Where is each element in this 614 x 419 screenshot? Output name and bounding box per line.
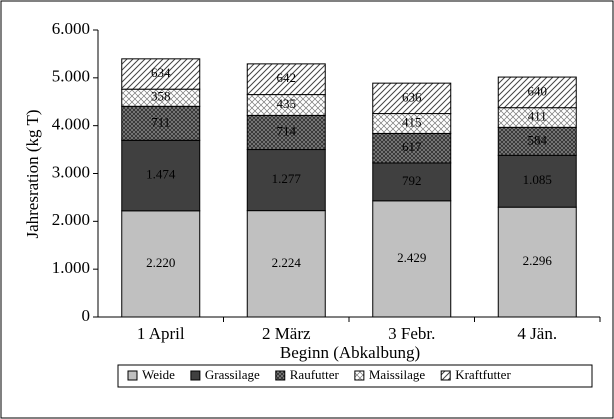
legend-swatch bbox=[127, 370, 138, 381]
x-tick-label: 1 April bbox=[137, 324, 185, 343]
y-tick-label: 5.000 bbox=[52, 67, 90, 86]
legend-swatch bbox=[354, 370, 365, 381]
data-label: 435 bbox=[277, 96, 297, 111]
bar-segment bbox=[246, 210, 326, 318]
legend-swatch bbox=[275, 370, 286, 381]
bar-segment bbox=[497, 154, 577, 208]
bar-segment bbox=[497, 126, 577, 156]
legend-label: Grassilage bbox=[205, 367, 260, 382]
bar-segment bbox=[121, 139, 201, 212]
bar-segment bbox=[121, 105, 201, 141]
data-label: 642 bbox=[277, 70, 297, 85]
y-tick-label: 0 bbox=[82, 306, 91, 325]
y-tick-label: 1.000 bbox=[52, 258, 90, 277]
data-label: 358 bbox=[151, 89, 171, 104]
data-label: 1.277 bbox=[272, 171, 302, 186]
bar-segment bbox=[497, 206, 577, 318]
y-tick-label: 3.000 bbox=[52, 162, 90, 181]
data-label: 415 bbox=[402, 114, 422, 129]
y-tick-label: 4.000 bbox=[52, 115, 90, 134]
data-label: 1.085 bbox=[523, 172, 552, 187]
data-label: 2.224 bbox=[272, 255, 302, 270]
y-tick-label: 2.000 bbox=[52, 210, 90, 229]
x-axis-title: Beginn (Abkalbung) bbox=[280, 343, 420, 362]
data-label: 636 bbox=[402, 89, 422, 104]
data-label: 411 bbox=[528, 108, 547, 123]
bar-segment bbox=[372, 162, 452, 202]
legend-label: Maissilage bbox=[369, 367, 426, 382]
data-label: 2.220 bbox=[146, 255, 175, 270]
data-label: 584 bbox=[528, 132, 548, 147]
x-tick-label: 2 März bbox=[262, 324, 311, 343]
x-tick-label: 3 Febr. bbox=[388, 324, 435, 343]
y-tick-label: 6.000 bbox=[52, 19, 90, 38]
legend-label: Kraftfutter bbox=[455, 367, 511, 382]
data-label: 634 bbox=[151, 65, 171, 80]
data-label: 617 bbox=[402, 139, 422, 154]
data-label: 711 bbox=[151, 114, 170, 129]
bar-segment bbox=[121, 210, 201, 318]
bar-segment bbox=[121, 58, 201, 90]
legend-swatch bbox=[190, 370, 201, 381]
data-label: 2.429 bbox=[397, 250, 426, 265]
data-label: 1.474 bbox=[146, 167, 176, 182]
data-label: 2.296 bbox=[523, 253, 553, 268]
data-label: 792 bbox=[402, 173, 422, 188]
data-label: 714 bbox=[277, 123, 297, 138]
bar-segment bbox=[372, 132, 452, 164]
legend-label: Raufutter bbox=[290, 367, 340, 382]
bar-segment bbox=[246, 63, 326, 96]
data-label: 640 bbox=[528, 83, 548, 98]
bar-segment bbox=[497, 76, 577, 109]
bar-segment bbox=[246, 114, 326, 151]
legend-label: Weide bbox=[142, 367, 175, 382]
bar-segment bbox=[372, 200, 452, 318]
bar-segment bbox=[372, 82, 452, 115]
x-tick-label: 4 Jän. bbox=[517, 324, 557, 343]
legend-swatch bbox=[440, 370, 451, 381]
y-axis-title: Jahresration (kg T) bbox=[23, 109, 42, 238]
